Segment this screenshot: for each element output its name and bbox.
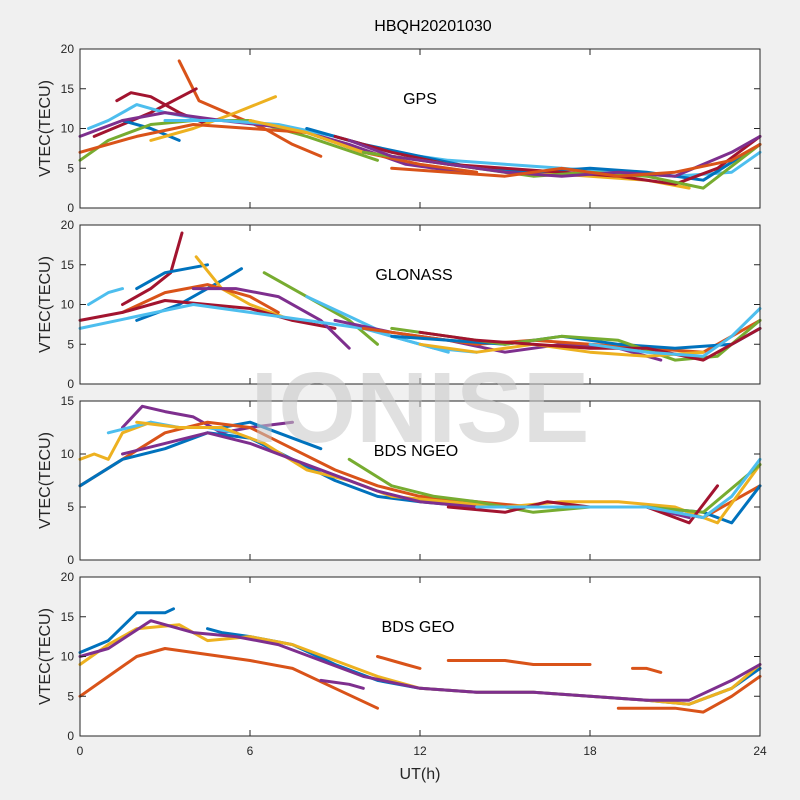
series-group bbox=[78, 607, 762, 714]
y-tick-label: 10 bbox=[61, 298, 75, 312]
series-group bbox=[78, 404, 762, 525]
series-line-10 bbox=[78, 303, 450, 354]
series-line-1 bbox=[87, 287, 124, 306]
series-line-9 bbox=[616, 674, 762, 714]
series-line-4 bbox=[78, 619, 762, 702]
watermark: IONISE bbox=[251, 352, 590, 464]
y-tick-label: 10 bbox=[61, 650, 75, 664]
series-line-8 bbox=[347, 457, 762, 514]
y-tick-label: 20 bbox=[61, 42, 75, 56]
series-line-8 bbox=[631, 666, 663, 674]
panel-label: BDS NGEO bbox=[374, 443, 458, 460]
panels: 0 5 10 15 20 VTEC(TECU) GPS 0 5 10 15 20 VTEC(TECU) G… bbox=[37, 42, 767, 783]
series-line-4 bbox=[194, 255, 294, 322]
series-line-8 bbox=[262, 271, 379, 346]
series-line-15 bbox=[418, 342, 705, 358]
series-line-15 bbox=[390, 142, 762, 178]
panel-label: GPS bbox=[403, 91, 437, 108]
series-line-1 bbox=[92, 87, 198, 138]
panel-label: GLONASS bbox=[375, 267, 452, 284]
y-tick-label: 20 bbox=[61, 218, 75, 232]
y-tick-label: 5 bbox=[67, 161, 74, 175]
y-tick-label: 0 bbox=[67, 201, 74, 215]
series-line-1 bbox=[78, 607, 175, 654]
figure-title: HBQH20201030 bbox=[374, 18, 492, 35]
y-tick-label: 15 bbox=[61, 610, 75, 624]
series-line-5 bbox=[319, 678, 365, 690]
y-tick-label: 10 bbox=[61, 447, 75, 461]
y-tick-label: 15 bbox=[61, 258, 75, 272]
series-line-0 bbox=[121, 231, 184, 306]
series-line-13 bbox=[390, 326, 762, 350]
panel-label: BDS GEO bbox=[382, 619, 455, 636]
x-tick-label: 0 bbox=[77, 744, 84, 758]
series-line-7 bbox=[446, 659, 592, 666]
panel-2: 0 5 10 15 VTEC(TECU) BDS NGEO bbox=[37, 394, 762, 567]
series-line-8 bbox=[78, 123, 479, 174]
series-line-1 bbox=[78, 420, 153, 461]
series-line-12 bbox=[333, 134, 762, 186]
y-tick-label: 0 bbox=[67, 377, 74, 391]
series-line-10 bbox=[475, 457, 762, 520]
y-axis-label: VTEC(TECU) bbox=[37, 80, 54, 177]
series-line-6 bbox=[376, 655, 422, 670]
y-tick-label: 10 bbox=[61, 122, 75, 136]
series-line-2 bbox=[135, 263, 209, 291]
series-line-6 bbox=[135, 420, 762, 525]
y-tick-label: 5 bbox=[67, 337, 74, 351]
panel-0: 0 5 10 15 20 VTEC(TECU) GPS bbox=[37, 42, 762, 215]
series-line-14 bbox=[347, 134, 762, 178]
y-tick-label: 5 bbox=[67, 689, 74, 703]
x-tick-label: 24 bbox=[753, 744, 767, 758]
y-axis-label: VTEC(TECU) bbox=[37, 432, 54, 529]
x-tick-label: 18 bbox=[583, 744, 597, 758]
y-tick-label: 15 bbox=[61, 394, 75, 408]
y-tick-label: 0 bbox=[67, 729, 74, 743]
y-tick-label: 0 bbox=[67, 553, 74, 567]
panel-3: 0 6 12 18 24 0 5 10 15 20 VTEC(TECU) BDS GEO UT(h) bbox=[37, 570, 767, 783]
series-line-6 bbox=[78, 299, 337, 330]
series-line-0 bbox=[78, 647, 379, 710]
x-tick-label: 6 bbox=[247, 744, 254, 758]
x-axis-label: UT(h) bbox=[400, 766, 441, 783]
y-tick-label: 5 bbox=[67, 500, 74, 514]
series-group bbox=[78, 59, 762, 190]
series-line-5 bbox=[121, 283, 280, 314]
y-axis-label: VTEC(TECU) bbox=[37, 256, 54, 353]
panel-1: 0 5 10 15 20 VTEC(TECU) GLONASS bbox=[37, 218, 762, 391]
plot-area bbox=[79, 48, 761, 209]
y-axis-label: VTEC(TECU) bbox=[37, 608, 54, 705]
y-tick-label: 20 bbox=[61, 570, 75, 584]
y-tick-label: 15 bbox=[61, 82, 75, 96]
x-tick-label: 12 bbox=[413, 744, 427, 758]
series-group bbox=[78, 231, 762, 362]
series-line-7 bbox=[191, 287, 351, 350]
plot-area bbox=[79, 576, 761, 737]
series-line-17 bbox=[588, 307, 762, 358]
